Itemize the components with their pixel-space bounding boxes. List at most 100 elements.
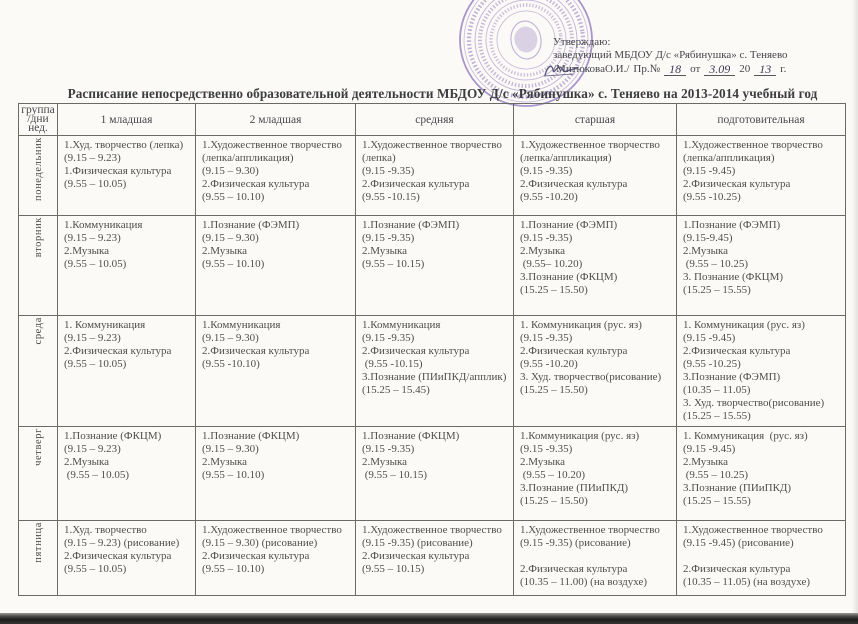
schedule-line: 1. Коммуникация	[64, 319, 146, 331]
schedule-line: 2.Физическая культура	[683, 345, 791, 357]
schedule-cell: 1. Коммуникация (рус. яз) (9.15 -9.35) 2.Ф…	[513, 315, 677, 427]
schedule-line: (лепка/аппликация)	[683, 152, 775, 164]
order-label: Пр.№	[633, 63, 661, 75]
table-row: понедельник 1.Худ. творчество (лепка) (9.1…	[18, 135, 846, 216]
schedule-line: 3. Худ. творчество(рисование)	[520, 371, 662, 383]
schedule-line: (9.15 – 9.23)	[64, 332, 121, 344]
schedule-line: (9.55 – 10.10)	[202, 258, 265, 270]
schedule-line: 1.Художественное творчество	[202, 139, 342, 151]
schedule-body: понедельник 1.Худ. творчество (лепка) (9.1…	[18, 135, 846, 596]
schedule-line: (9.15 – 9.23) (рисование)	[64, 537, 180, 549]
schedule-line: (лепка/аппликация)	[202, 152, 294, 164]
schedule-line: 3.Познание (ПИиПКД/апплик)	[362, 371, 507, 383]
schedule-cell: 1.Художественное творчество (лепка) (9.15 …	[355, 135, 514, 216]
schedule-line: (9.15 -9.35)	[520, 443, 573, 455]
schedule-line: (9.55 – 10.15)	[362, 258, 425, 270]
schedule-cell: 1.Художественное творчество (лепка/апплик…	[513, 135, 677, 216]
schedule-cell: 1.Художественное творчество (лепка/апплик…	[195, 135, 356, 216]
schedule-line: 1.Познание (ФКЦМ)	[64, 430, 162, 442]
schedule-line: 2.Музыка	[64, 456, 110, 468]
schedule-cell: 1.Художественное творчество (9.15 -9.45) …	[676, 520, 846, 596]
approver-name: /МитюковаО.И./	[553, 63, 630, 75]
schedule-cell: 1. Коммуникация (рус. яз) (9.15 -9.45) 2.М…	[676, 426, 846, 521]
schedule-line: (9.15 -9.45) (рисование)	[683, 537, 794, 549]
schedule-line: 1.Коммуникация	[202, 319, 281, 331]
schedule-line: 1.Познание (ФКЦМ)	[362, 430, 460, 442]
schedule-line: 3.Познание (ПИиПКД)	[683, 482, 792, 494]
schedule-line: 2.Музыка	[362, 245, 408, 257]
schedule-line: (9.15 – 9.23)	[64, 152, 121, 164]
schedule-line: (15.25 – 15.50)	[520, 284, 588, 296]
schedule-line: (9.55 – 10.05)	[64, 469, 130, 481]
schedule-line: (9.55 -10.15)	[362, 191, 420, 203]
schedule-cell: 1.Познание (ФКЦМ) (9.15 – 9.23) 2.Музыка (…	[57, 426, 196, 521]
schedule-line: 2.Физическая культура	[202, 178, 310, 190]
day-label: четверг	[18, 426, 58, 521]
day-label-text: пятница	[32, 522, 44, 563]
schedule-line: (9.55 – 10.25)	[683, 258, 749, 270]
schedule-cell: 1.Худ. творчество (9.15 – 9.23) (рисовани…	[57, 520, 196, 596]
schedule-line: (9.55 – 10.10)	[202, 191, 265, 203]
schedule-cell: 1.Познание (ФЭМП) (9.15 -9.35) 2.Музыка (9.…	[355, 215, 514, 316]
schedule-line: (9.15 -9.45)	[683, 332, 736, 344]
schedule-line: 2.Физическая культура	[202, 345, 310, 357]
schedule-line: 1.Познание (ФЭМП)	[202, 219, 300, 231]
schedule-line: (9.15 -9.45)	[683, 165, 736, 177]
table-row: четверг 1.Познание (ФКЦМ) (9.15 – 9.23) 2.М…	[18, 426, 846, 521]
table-row: вторник 1.Коммуникация (9.15 – 9.23) 2.Музы…	[18, 215, 846, 316]
schedule-line: 2.Физическая культура	[520, 563, 628, 575]
schedule-line: (9.15 – 9.30) (рисование)	[202, 537, 318, 549]
schedule-line: 2.Музыка	[683, 245, 729, 257]
schedule-line: (10.35 – 11.00) (на воздухе)	[520, 576, 647, 588]
schedule-header: группа/дни нед. 1 младшая 2 младшая средняя…	[18, 103, 846, 136]
schedule-cell: 1.Познание (ФКЦМ) (9.15 – 9.30) 2.Музыка (9…	[195, 426, 356, 521]
approval-line-3: /МитюковаО.И./ Пр.№ 18 от 3.09 20 13 г.	[553, 63, 853, 76]
schedule-cell: 1.Познание (ФЭМП) (9.15 – 9.30) 2.Музыка (9…	[195, 215, 356, 316]
approval-line-2: заведующий МБДОУ Д/с «Рябинушка» с. Теня…	[553, 49, 788, 61]
schedule-line: (лепка)	[362, 152, 396, 164]
schedule-line: 2.Музыка	[362, 456, 408, 468]
from-label: от	[690, 63, 701, 75]
header-row: группа/дни нед. 1 младшая 2 младшая средняя…	[18, 103, 846, 136]
schedule-line: (15.25 – 15.55)	[683, 495, 751, 507]
schedule-cell: 1.Художественное творчество (лепка/апплик…	[676, 135, 846, 216]
schedule-line: 2.Музыка	[64, 245, 110, 257]
schedule-line: 2.Физическая культура	[683, 178, 791, 190]
schedule-line: 1.Худ. творчество (лепка)	[64, 139, 184, 151]
schedule-line: (9.55 -10.20)	[520, 358, 578, 370]
schedule-cell: 1.Коммуникация (рус. яз) (9.15 -9.35) 2.Му…	[513, 426, 677, 521]
handwritten-signature-icon	[543, 65, 578, 77]
schedule-line: (9.55 – 10.10)	[202, 563, 265, 575]
schedule-line: 2.Музыка	[202, 245, 248, 257]
schedule-table: группа/дни нед. 1 младшая 2 младшая средняя…	[18, 103, 846, 596]
schedule-line: (9.15 -9.35)	[520, 232, 573, 244]
schedule-line: 1.Художественное творчество	[520, 139, 660, 151]
schedule-line: (9.55 – 10.20)	[520, 469, 586, 481]
day-label: среда	[18, 315, 58, 427]
schedule-cell: 1.Коммуникация (9.15 – 9.23) 2.Музыка (9.55…	[57, 215, 196, 316]
schedule-line: (9.15-9.45)	[683, 232, 733, 244]
schedule-line: 1.Художественное творчество	[683, 139, 823, 151]
schedule-line: (9.55 – 10.05)	[64, 563, 127, 575]
schedule-line: (15.25 – 15.50)	[520, 495, 588, 507]
schedule-line: 2.Физическая культура	[520, 178, 628, 190]
order-number-handwritten: 18	[664, 63, 687, 76]
approval-line-1: Утверждаю:	[553, 36, 611, 48]
scan-bottom-edge	[0, 613, 858, 624]
day-label: пятница	[18, 520, 58, 596]
schedule-line: 1.Коммуникация	[64, 219, 143, 231]
schedule-line: 2.Физическая культура	[520, 345, 628, 357]
schedule-line: (9.15 – 9.30)	[202, 232, 259, 244]
schedule-cell: 1. Коммуникация (9.15 – 9.23) 2.Физическая…	[57, 315, 196, 427]
schedule-line: 2.Физическая культура	[362, 178, 470, 190]
schedule-line: (9.55 -10.15)	[362, 358, 423, 370]
day-label-text: вторник	[32, 217, 44, 258]
schedule-line: 2.Музыка	[683, 456, 729, 468]
schedule-line: (9.15 -9.35)	[520, 332, 573, 344]
schedule-line: 2.Физическая культура	[64, 345, 172, 357]
schedule-line: 2.Физическая культура	[683, 563, 791, 575]
schedule-line: (9.15 -9.35)	[362, 443, 415, 455]
table-row: среда 1. Коммуникация (9.15 – 9.23) 2.Физич…	[18, 315, 846, 427]
schedule-line: (15.25 – 15.50)	[520, 384, 588, 396]
schedule-line: 1.Физическая культура	[64, 165, 172, 177]
